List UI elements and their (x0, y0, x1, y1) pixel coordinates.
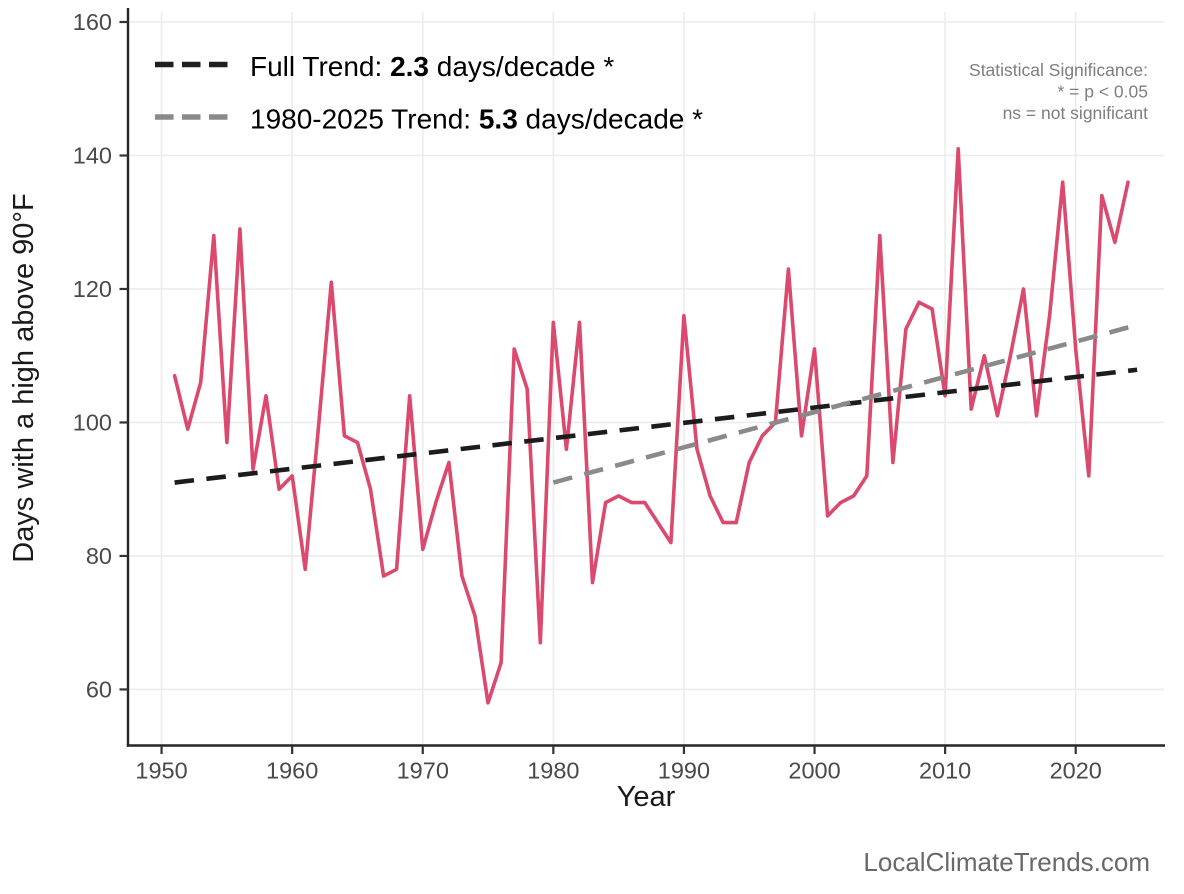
y-tick-label-60: 60 (86, 676, 112, 702)
significance-note: Statistical Significance: * = p < 0.05 n… (969, 60, 1148, 123)
x-tick-label-1950: 1950 (135, 758, 187, 784)
y-axis-title: Days with a high above 90°F (8, 193, 40, 562)
recent-trend-legend-label: 1980-2025 Trend: 5.3 days/decade * (250, 104, 703, 135)
y-tick-label-160: 160 (73, 9, 112, 35)
x-tick-label-2020: 2020 (1050, 758, 1102, 784)
trend-lines (174, 322, 1138, 485)
data-series (172, 147, 1130, 705)
x-tick-label-1990: 1990 (658, 758, 710, 784)
full-trend-legend-label: Full Trend: 2.3 days/decade * (250, 51, 614, 82)
x-tick-label-2000: 2000 (788, 758, 840, 784)
x-tick-label-1960: 1960 (266, 758, 318, 784)
y-tick-label-140: 140 (73, 142, 112, 168)
significance-note-line3: ns = not significant (1003, 103, 1149, 123)
x-axis-title: Year (617, 781, 676, 813)
trend-line-0 (174, 367, 1138, 485)
watermark-text: LocalClimateTrends.com (863, 847, 1150, 877)
y-tick-label-100: 100 (73, 409, 112, 435)
significance-note-line2: * = p < 0.05 (1058, 82, 1149, 102)
trend-line-1 (552, 322, 1138, 485)
series-line (172, 147, 1130, 705)
y-tick-label-120: 120 (73, 276, 112, 302)
x-tick-label-1970: 1970 (397, 758, 449, 784)
y-tick-label-80: 80 (86, 543, 112, 569)
legend: Full Trend: 2.3 days/decade * 1980-2025 … (155, 51, 703, 135)
significance-note-line1: Statistical Significance: (969, 60, 1148, 80)
x-tick-label-2010: 2010 (919, 758, 971, 784)
axes-and-ticks: 60 80 100 120 140 160 1950 1960 1970 1980 1990 2000… (73, 8, 1165, 784)
x-tick-label-1980: 1980 (527, 758, 579, 784)
